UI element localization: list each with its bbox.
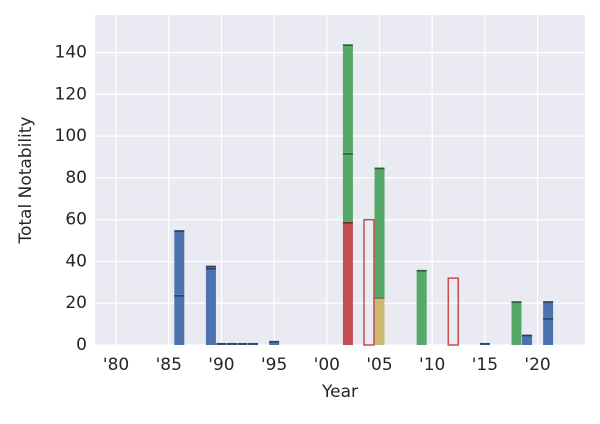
x-tick-label: '95 [261, 355, 287, 375]
bar-segment [216, 342, 227, 345]
bar-segment [342, 221, 353, 345]
y-tick-label: 60 [65, 210, 87, 230]
x-tick-label: '20 [524, 355, 550, 375]
x-tick-label: '00 [314, 355, 340, 375]
bar-segment [374, 167, 385, 297]
x-tick-label: '15 [472, 355, 498, 375]
bar-segment [447, 277, 460, 346]
x-tick-label: '10 [419, 355, 445, 375]
x-tick-label: '90 [208, 355, 234, 375]
y-tick-label: 40 [65, 251, 87, 271]
bar-segment [479, 342, 490, 345]
bar-segment [174, 294, 185, 345]
bar-segment [248, 342, 259, 345]
y-tick-label: 80 [65, 168, 87, 188]
y-tick-label: 100 [55, 126, 87, 146]
bar-segment [511, 301, 522, 345]
bar-segment [543, 317, 554, 345]
bar-segment [342, 152, 353, 222]
bar-segment [174, 230, 185, 295]
bar-segment [416, 269, 427, 345]
bar-segment [269, 340, 280, 345]
x-tick-label: '05 [366, 355, 392, 375]
bar-segment [205, 267, 216, 345]
bar-segment [543, 301, 554, 318]
y-tick-label: 0 [76, 335, 87, 355]
bar-segment [374, 296, 385, 345]
y-tick-label: 120 [55, 84, 87, 104]
bar-segment [342, 44, 353, 153]
bar-segment [237, 342, 248, 345]
x-tick-label: '80 [103, 355, 129, 375]
bar-segment [522, 334, 533, 345]
y-axis-label: Total Notability [16, 117, 36, 245]
bar-segment [226, 342, 237, 345]
bar-segment [205, 265, 216, 268]
bar-segment [363, 218, 375, 346]
y-tick-label: 140 [55, 43, 87, 63]
x-axis-label: Year [321, 382, 358, 402]
x-tick-label: '85 [156, 355, 182, 375]
y-tick-label: 20 [65, 293, 87, 313]
